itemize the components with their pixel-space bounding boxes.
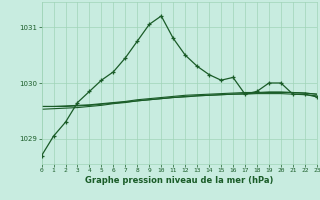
X-axis label: Graphe pression niveau de la mer (hPa): Graphe pression niveau de la mer (hPa): [85, 176, 273, 185]
